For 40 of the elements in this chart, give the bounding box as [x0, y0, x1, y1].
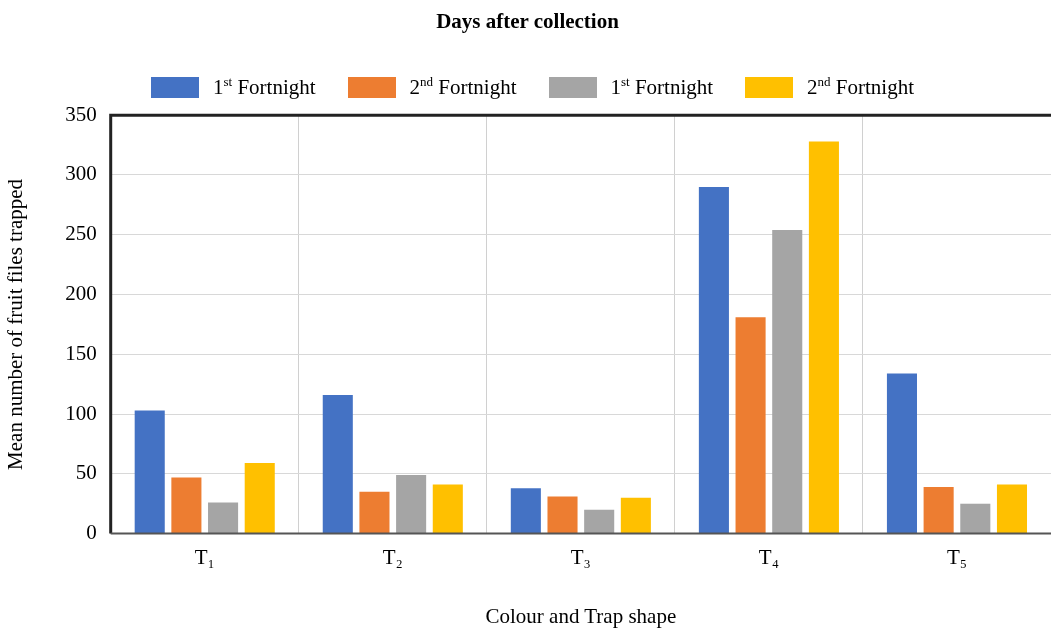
bar — [208, 502, 239, 534]
bar — [584, 509, 615, 534]
bar — [244, 463, 275, 534]
bar — [772, 229, 803, 534]
bar — [134, 410, 165, 534]
bar — [698, 186, 729, 534]
y-tick-label: 300 — [65, 161, 97, 186]
legend-label: 2$^{nd}$ Fortnight — [409, 74, 517, 100]
bar — [923, 486, 954, 534]
x-tick-label: T₁ — [194, 544, 215, 569]
legend-label: 1$^{st}$ Fortnight — [212, 74, 316, 100]
legend-label: 2$^{nd}$ Fortnight — [807, 74, 915, 100]
y-tick-label: 0 — [86, 520, 97, 545]
bar — [960, 503, 991, 534]
bar — [359, 491, 390, 534]
x-tick-label: T₄ — [758, 544, 779, 569]
bar — [735, 317, 766, 534]
bar — [432, 484, 463, 534]
bar — [171, 477, 202, 534]
x-axis-title: Colour and Trap shape — [485, 603, 677, 628]
x-tick-label: T₂ — [382, 544, 403, 569]
bar — [547, 496, 578, 534]
bar — [996, 484, 1028, 534]
x-tick-label: T₃ — [570, 544, 591, 569]
y-tick-label: 50 — [75, 460, 97, 485]
bar — [396, 475, 427, 534]
y-tick-label: 100 — [65, 400, 97, 425]
y-axis-title: Mean number of fruit files trapped — [3, 178, 28, 470]
y-tick-label: 150 — [65, 340, 97, 365]
y-tick-label: 350 — [65, 101, 97, 126]
chart-title: Days after collection — [436, 9, 620, 34]
bar — [510, 488, 541, 534]
y-tick-label: 250 — [65, 221, 97, 246]
bar — [620, 497, 651, 534]
bar — [322, 394, 353, 534]
y-tick-label: 200 — [65, 281, 97, 306]
legend-label: 1$^{st}$ Fortnight — [610, 74, 714, 100]
bar — [886, 373, 917, 534]
x-tick-label: T₅ — [946, 544, 968, 569]
bar — [808, 141, 839, 534]
